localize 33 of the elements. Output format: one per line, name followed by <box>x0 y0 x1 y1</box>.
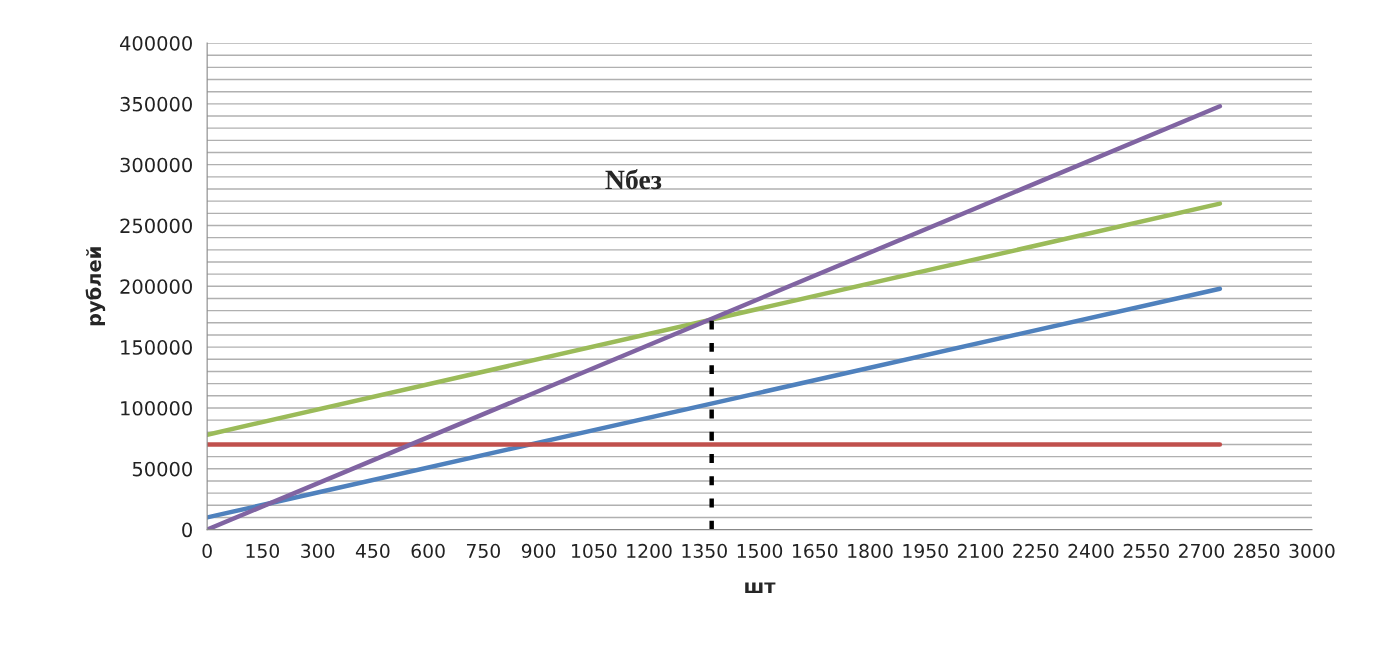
x-tick-label: 1350 <box>682 543 727 558</box>
x-tick-label: 1650 <box>792 543 838 558</box>
x-tick-label: 1800 <box>848 543 893 558</box>
x-tick-label: 1200 <box>627 543 672 558</box>
x-tick-label: 900 <box>521 543 556 558</box>
x-tick-label: 1050 <box>572 543 617 558</box>
x-tick-label: 1500 <box>737 543 783 558</box>
x-tick-label: 2250 <box>1013 543 1059 558</box>
y-tick-label: 50000 <box>132 461 192 477</box>
y-tick-label: 0 <box>182 522 192 538</box>
x-tick-label: 2100 <box>958 543 1004 558</box>
y-tick-label: 250000 <box>120 218 192 234</box>
x-tick-label: 1950 <box>903 543 948 558</box>
x-tick-label: 2400 <box>1068 543 1114 558</box>
y-tick-label: 400000 <box>119 35 192 51</box>
annotation: Nбез <box>605 169 662 190</box>
y-axis-title: рублей <box>85 247 106 326</box>
y-tick-label: 200000 <box>120 279 192 294</box>
x-tick-label: 300 <box>301 543 335 558</box>
y-tick-label: 300000 <box>120 157 192 173</box>
y-tick-label: 350000 <box>120 96 192 112</box>
x-tick-label: 600 <box>411 543 445 558</box>
x-tick-label: 0 <box>202 543 212 558</box>
x-tick-label: 2550 <box>1123 543 1169 558</box>
y-tick-label: 100000 <box>121 400 192 416</box>
x-tick-label: 3000 <box>1289 543 1335 558</box>
x-tick-label: 2700 <box>1178 543 1225 558</box>
x-tick-label: 2850 <box>1234 543 1280 558</box>
x-tick-label: 450 <box>355 543 390 558</box>
x-axis-title: шт <box>745 582 776 594</box>
x-tick-label: 750 <box>466 543 500 558</box>
x-tick-label: 150 <box>246 543 280 558</box>
y-tick-label: 150000 <box>121 340 192 355</box>
